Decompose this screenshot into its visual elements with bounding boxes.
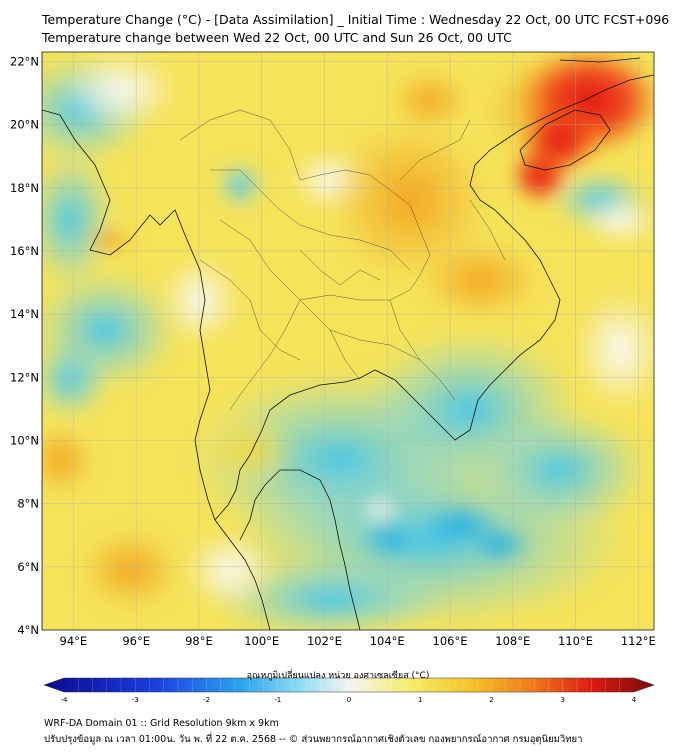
lon-tick-label: 98°E (185, 634, 213, 648)
colorbar-tick-label: -3 (132, 696, 139, 704)
colorbar-tick-label: -1 (274, 696, 281, 704)
lat-tick-label: 20°N (10, 118, 39, 132)
colorbar-ticks: -4 -3 -2 -1 0 1 2 3 4 (61, 696, 637, 704)
lon-tick-label: 96°E (122, 634, 150, 648)
lat-tick-label: 4°N (17, 623, 39, 637)
lon-tick-label: 106°E (433, 634, 468, 648)
footer-line-1: WRF-DA Domain 01 :: Grid Resolution 9km … (44, 718, 279, 729)
lat-tick-label: 10°N (10, 433, 39, 447)
lat-tick-label: 6°N (17, 560, 39, 574)
lat-tick-label: 14°N (10, 307, 39, 321)
colorbar-tick-label: 0 (347, 696, 351, 704)
colorbar-tick-label: 1 (418, 696, 422, 704)
colorbar-label: อุณหภูมิเปลี่ยนแปลง หน่วย องศาเซลเซียส (… (246, 671, 430, 681)
lon-tick-label: 108°E (495, 634, 530, 648)
temperature-field (42, 52, 654, 630)
longitude-labels: 94°E 96°E 98°E 100°E 102°E 104°E 106°E 108°E 110… (60, 634, 656, 648)
province-borders (179, 109, 506, 411)
lon-tick-label: 94°E (60, 634, 88, 648)
coastlines (42, 52, 654, 630)
lon-tick-label: 112°E (621, 634, 656, 648)
latitude-labels: 22°N 20°N 18°N 16°N 14°N 12°N 10°N 8°N 6°N 4°N (10, 54, 39, 637)
colorbar-tick-label: -4 (61, 696, 69, 704)
colorbar: -4 -3 -2 -1 0 1 2 3 4 (43, 677, 655, 704)
colorbar-tick-label: 2 (489, 696, 493, 704)
colorbar-tick-label: -2 (203, 696, 210, 704)
lon-tick-label: 104°E (370, 634, 405, 648)
colorbar-tick-label: 3 (561, 696, 565, 704)
lat-tick-label: 18°N (10, 181, 39, 195)
lat-tick-label: 8°N (17, 497, 39, 511)
lon-tick-label: 102°E (307, 634, 342, 648)
lon-tick-label: 110°E (558, 634, 593, 648)
gridlines (42, 52, 654, 630)
map-subtitle: Temperature change between Wed 22 Oct, 0… (42, 30, 512, 45)
lat-tick-label: 12°N (10, 370, 39, 384)
map-title: Temperature Change (°C) - [Data Assimila… (42, 12, 670, 27)
lat-tick-label: 16°N (10, 244, 39, 258)
lat-tick-label: 22°N (10, 54, 39, 68)
colorbar-segments (78, 678, 620, 692)
footer-line-2: ปรับปรุงข้อมูล ณ เวลา 01:00น. วัน พ. ที่… (44, 734, 583, 745)
colorbar-tick-label: 4 (632, 696, 637, 704)
lon-tick-label: 100°E (244, 634, 279, 648)
